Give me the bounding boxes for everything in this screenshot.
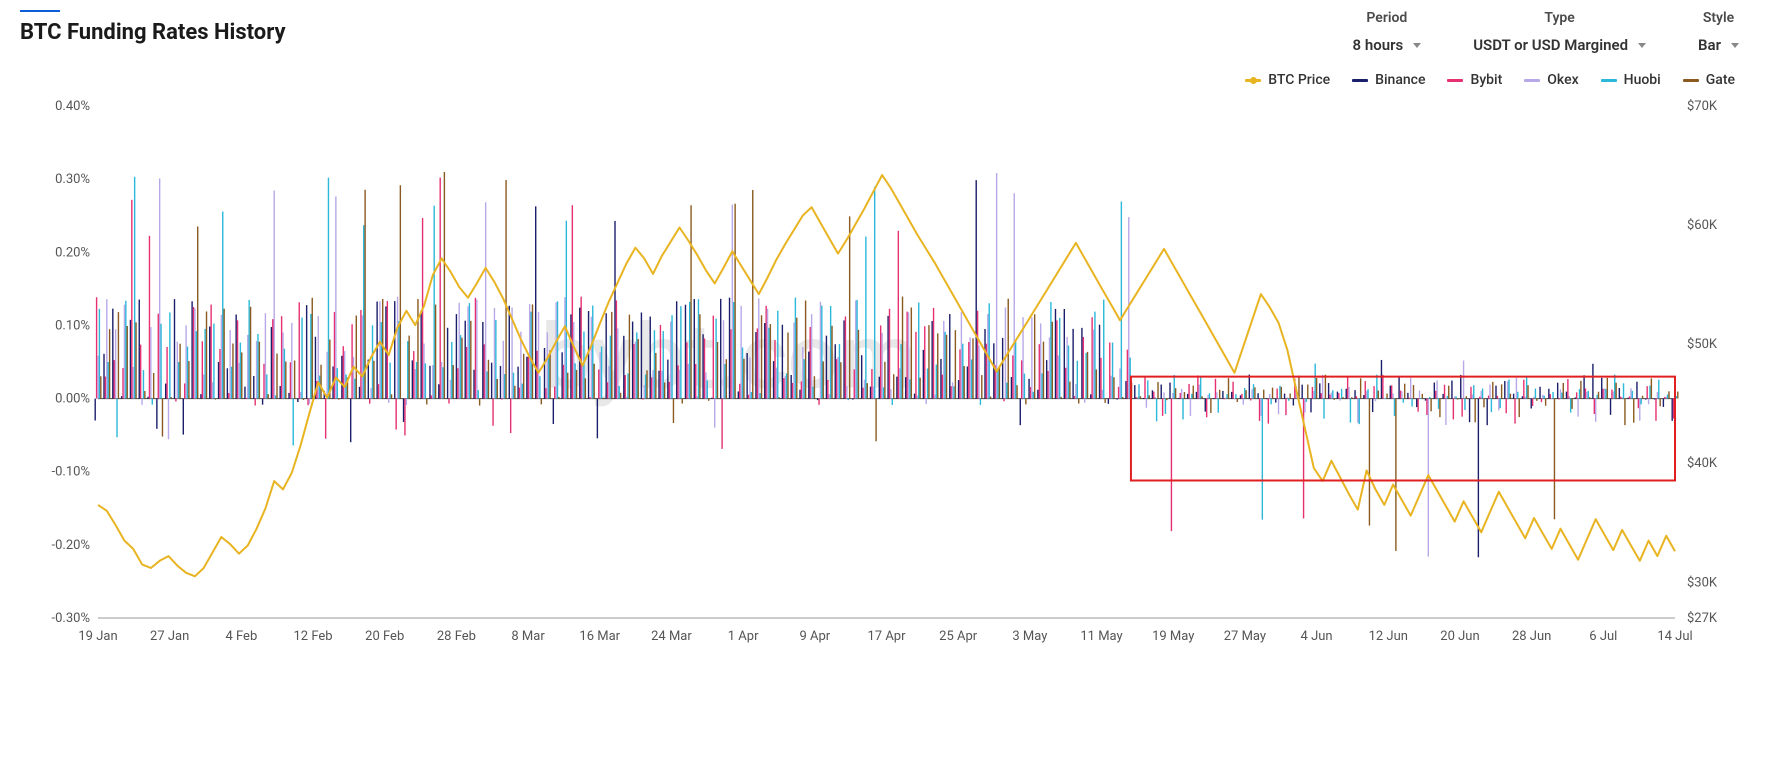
legend-label: Okex bbox=[1547, 72, 1578, 88]
svg-text:11 May: 11 May bbox=[1080, 629, 1122, 644]
legend-label: Gate bbox=[1706, 72, 1735, 88]
svg-text:4 Feb: 4 Feb bbox=[225, 629, 257, 644]
legend-item-bybit[interactable]: Bybit bbox=[1447, 72, 1502, 88]
svg-text:20 Feb: 20 Feb bbox=[365, 629, 404, 644]
legend-item-okex[interactable]: Okex bbox=[1524, 72, 1578, 88]
type-select[interactable]: USDT or USD Margined bbox=[1467, 32, 1652, 58]
type-value: USDT or USD Margined bbox=[1473, 36, 1628, 54]
svg-text:28 Jun: 28 Jun bbox=[1512, 629, 1551, 644]
svg-text:0.20%: 0.20% bbox=[55, 245, 90, 260]
legend-label: Bybit bbox=[1470, 72, 1502, 88]
type-label: Type bbox=[1544, 10, 1574, 26]
style-label: Style bbox=[1703, 10, 1734, 26]
svg-text:16 Mar: 16 Mar bbox=[579, 629, 620, 644]
legend-swatch bbox=[1352, 79, 1368, 82]
svg-text:0.40%: 0.40% bbox=[55, 99, 90, 114]
legend-swatch bbox=[1524, 79, 1540, 82]
svg-text:14 Jul: 14 Jul bbox=[1657, 629, 1692, 644]
svg-text:28 Feb: 28 Feb bbox=[437, 629, 476, 644]
legend-item-huobi[interactable]: Huobi bbox=[1601, 72, 1661, 88]
svg-text:25 Apr: 25 Apr bbox=[939, 629, 978, 644]
svg-text:27 May: 27 May bbox=[1224, 629, 1266, 644]
svg-text:0.30%: 0.30% bbox=[55, 172, 90, 187]
svg-text:9 Apr: 9 Apr bbox=[799, 629, 830, 644]
page-title: BTC Funding Rates History bbox=[20, 20, 286, 45]
style-value: Bar bbox=[1698, 36, 1721, 54]
legend: BTC Price Binance Bybit Okex Huobi Gate bbox=[20, 72, 1735, 88]
legend-swatch bbox=[1447, 79, 1463, 82]
svg-text:19 May: 19 May bbox=[1152, 629, 1194, 644]
svg-text:27 Jan: 27 Jan bbox=[150, 629, 189, 644]
header-accent bbox=[20, 10, 60, 16]
legend-swatch bbox=[1601, 79, 1617, 82]
legend-label: Huobi bbox=[1624, 72, 1661, 88]
legend-swatch bbox=[1683, 79, 1699, 82]
period-label: Period bbox=[1366, 10, 1407, 26]
svg-text:$40K: $40K bbox=[1687, 456, 1718, 471]
chart-svg[interactable]: bybt.com 0.40% 0.30% 0.20% 0.10% 0.00% -0.10% -… bbox=[20, 96, 1745, 656]
chevron-down-icon bbox=[1731, 43, 1739, 48]
svg-text:24 Mar: 24 Mar bbox=[651, 629, 692, 644]
legend-item-btc-price[interactable]: BTC Price bbox=[1245, 72, 1330, 88]
legend-item-binance[interactable]: Binance bbox=[1352, 72, 1425, 88]
svg-text:19 Jan: 19 Jan bbox=[78, 629, 117, 644]
svg-text:-0.30%: -0.30% bbox=[52, 611, 90, 626]
style-select[interactable]: Bar bbox=[1692, 32, 1745, 58]
legend-label: Binance bbox=[1375, 72, 1425, 88]
svg-text:12 Jun: 12 Jun bbox=[1369, 629, 1408, 644]
chevron-down-icon bbox=[1638, 43, 1646, 48]
svg-text:$70K: $70K bbox=[1687, 99, 1718, 114]
svg-text:$60K: $60K bbox=[1687, 218, 1718, 233]
chart[interactable]: bybt.com 0.40% 0.30% 0.20% 0.10% 0.00% -0.10% -… bbox=[20, 96, 1745, 656]
svg-text:$50K: $50K bbox=[1687, 337, 1718, 352]
legend-item-gate[interactable]: Gate bbox=[1683, 72, 1735, 88]
svg-text:0.00%: 0.00% bbox=[55, 392, 90, 407]
svg-text:20 Jun: 20 Jun bbox=[1440, 629, 1479, 644]
period-select[interactable]: 8 hours bbox=[1347, 32, 1428, 58]
svg-text:$27K: $27K bbox=[1687, 611, 1718, 626]
svg-text:17 Apr: 17 Apr bbox=[867, 629, 906, 644]
legend-swatch bbox=[1245, 79, 1261, 82]
controls: Period 8 hours Type USDT or USD Margined… bbox=[1347, 10, 1745, 58]
chevron-down-icon bbox=[1413, 43, 1421, 48]
svg-text:4 Jun: 4 Jun bbox=[1301, 629, 1333, 644]
svg-text:-0.20%: -0.20% bbox=[52, 538, 90, 553]
svg-text:12 Feb: 12 Feb bbox=[293, 629, 332, 644]
svg-text:6 Jul: 6 Jul bbox=[1589, 629, 1617, 644]
svg-text:3 May: 3 May bbox=[1012, 629, 1047, 644]
svg-text:0.10%: 0.10% bbox=[55, 318, 90, 333]
legend-label: BTC Price bbox=[1268, 72, 1330, 88]
svg-text:8 Mar: 8 Mar bbox=[511, 629, 545, 644]
period-value: 8 hours bbox=[1353, 36, 1404, 54]
svg-text:bybt.com: bybt.com bbox=[541, 305, 917, 410]
svg-text:1 Apr: 1 Apr bbox=[728, 629, 759, 644]
svg-text:-0.10%: -0.10% bbox=[52, 465, 90, 480]
svg-text:$30K: $30K bbox=[1687, 575, 1718, 590]
